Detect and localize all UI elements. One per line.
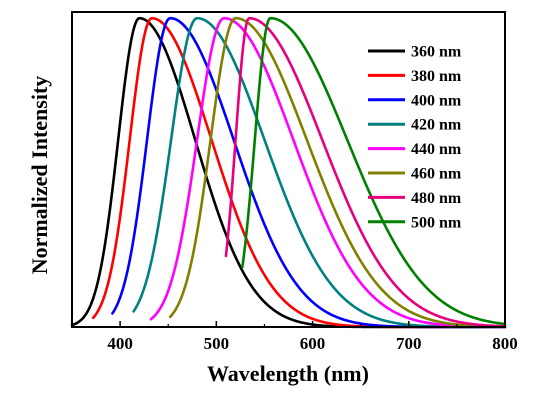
legend-item: 480 nm — [368, 190, 462, 207]
x-tick-label-500: 500 — [204, 334, 230, 353]
x-axis-ticks — [71, 321, 506, 327]
legend-item: 360 nm — [368, 44, 462, 61]
series-line-500-nm — [241, 16, 507, 326]
y-axis-title: Normalized Intensity — [27, 76, 52, 275]
x-axis-tick-labels: 400 500 600 700 800 — [107, 334, 517, 353]
legend-label: 400 nm — [411, 92, 462, 109]
series-line-460-nm — [168, 16, 507, 329]
legend-label: 440 nm — [411, 141, 462, 158]
legend-item: 380 nm — [368, 68, 462, 85]
legend-label: 360 nm — [411, 44, 462, 61]
series-line-480-nm — [224, 16, 506, 328]
x-tick-label-600: 600 — [300, 334, 326, 353]
legend: 360 nm 380 nm 400 nm 420 nm 440 nm 460 nm 480 … — [368, 44, 462, 231]
legend-item: 440 nm — [368, 141, 462, 158]
legend-label: 480 nm — [411, 190, 462, 207]
x-tick-label-400: 400 — [107, 334, 133, 353]
legend-label: 420 nm — [411, 117, 462, 134]
legend-label: 500 nm — [411, 214, 462, 231]
x-tick-label-700: 700 — [396, 334, 422, 353]
x-axis-title: Wavelength (nm) — [207, 361, 369, 386]
legend-label: 460 nm — [411, 166, 462, 183]
series-line-440-nm — [149, 16, 506, 329]
legend-item: 460 nm — [368, 166, 462, 183]
plot-frame — [71, 11, 506, 328]
legend-item: 500 nm — [368, 214, 462, 231]
legend-item: 420 nm — [368, 117, 462, 134]
plot-series — [70, 16, 507, 329]
legend-label: 380 nm — [411, 68, 462, 85]
x-tick-label-800: 800 — [492, 334, 518, 353]
legend-item: 400 nm — [368, 92, 462, 109]
